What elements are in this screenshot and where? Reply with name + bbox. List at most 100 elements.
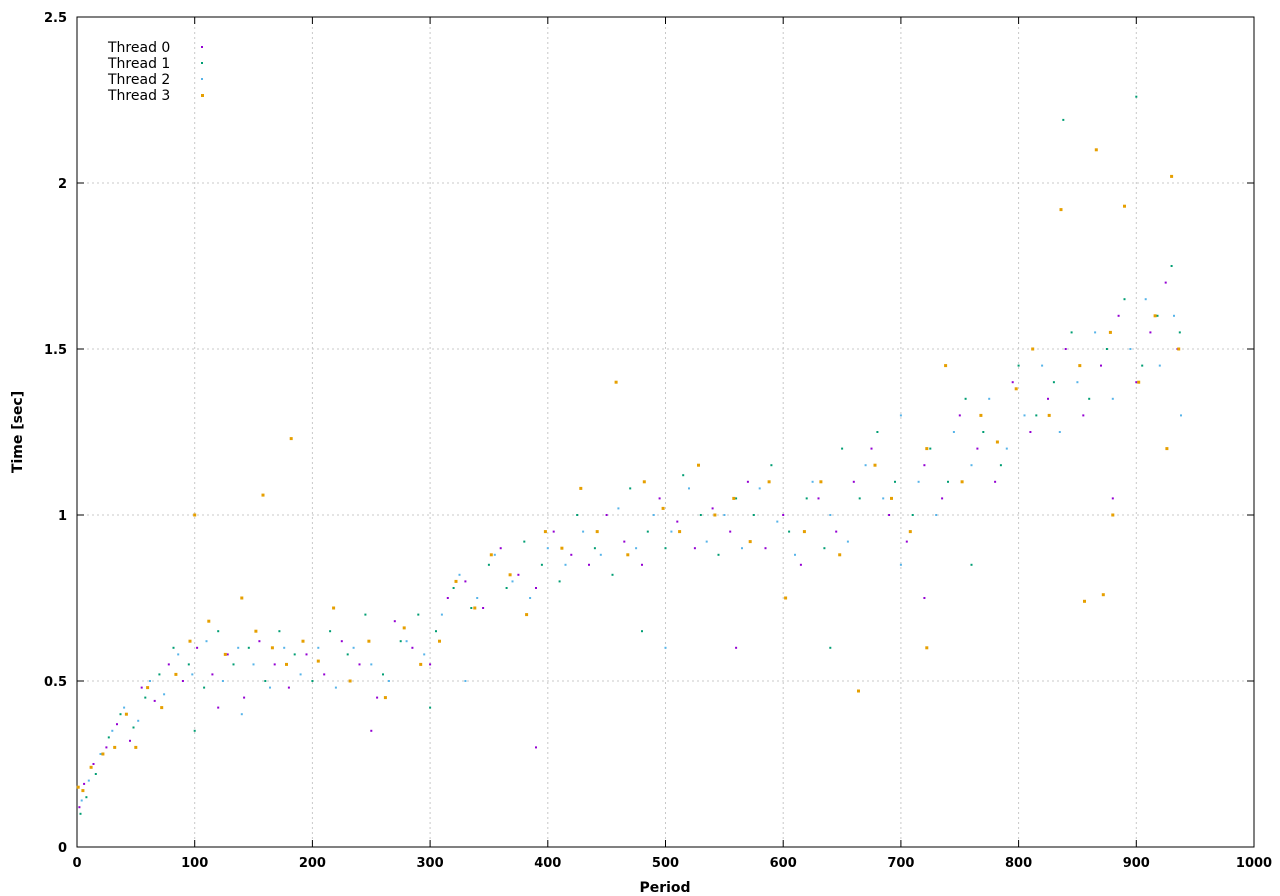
data-point [523, 540, 526, 543]
data-point [1170, 174, 1174, 178]
data-point [167, 663, 170, 666]
data-point [283, 646, 286, 649]
data-point [652, 514, 655, 516]
data-point [543, 530, 547, 534]
data-point [113, 745, 117, 749]
data-point [158, 673, 161, 676]
data-point [367, 639, 371, 643]
data-point [489, 553, 493, 557]
data-point [470, 607, 473, 609]
data-point [317, 646, 320, 649]
data-point [329, 630, 332, 633]
data-point [976, 447, 979, 450]
data-point [511, 580, 514, 583]
x-tick-label: 100 [181, 856, 208, 871]
data-point [203, 686, 206, 689]
data-point [247, 646, 250, 649]
data-point [273, 663, 276, 666]
data-point [611, 573, 614, 576]
data-point [1023, 414, 1026, 417]
data-point [582, 530, 585, 533]
data-point [207, 619, 211, 623]
data-point [78, 806, 81, 809]
data-point [899, 563, 902, 566]
data-point [237, 646, 240, 649]
data-point [1117, 314, 1120, 317]
data-point [305, 653, 308, 656]
data-point [857, 689, 860, 693]
data-point [1165, 447, 1169, 451]
data-point [729, 530, 732, 533]
data-point [819, 480, 823, 484]
x-tick-label: 500 [652, 856, 679, 871]
data-point [1123, 204, 1126, 208]
data-point [393, 620, 396, 623]
data-point [535, 746, 537, 749]
legend-label: Thread 0 [107, 40, 170, 56]
data-point [270, 646, 274, 650]
data-point [664, 547, 667, 550]
data-point [1094, 331, 1097, 334]
y-tick-label: 0 [58, 841, 67, 856]
data-point [758, 487, 761, 490]
data-point [1105, 348, 1108, 350]
x-tick-label: 200 [299, 856, 326, 871]
data-point [358, 663, 361, 666]
data-point [352, 646, 355, 649]
data-point [269, 686, 271, 689]
data-point [429, 663, 432, 666]
data-point [960, 480, 964, 484]
series-2-points [80, 298, 1182, 802]
x-tick-label: 800 [1005, 856, 1032, 871]
data-point [278, 630, 281, 633]
data-point [735, 646, 738, 649]
data-point [1005, 447, 1008, 450]
data-point [1170, 265, 1173, 267]
data-point [925, 447, 929, 451]
data-point [105, 746, 108, 749]
data-point [876, 431, 879, 433]
data-point [217, 706, 220, 709]
data-point [1180, 414, 1182, 417]
data-point [1052, 381, 1055, 384]
legend-label: Thread 1 [107, 56, 170, 72]
axis-ticks [76, 16, 1255, 848]
data-point [258, 640, 261, 643]
data-point [882, 497, 885, 500]
data-point [399, 640, 402, 643]
data-point [635, 547, 638, 550]
data-point [846, 540, 849, 543]
legend-label: Thread 2 [107, 72, 170, 88]
data-point [149, 680, 151, 682]
data-point [1178, 331, 1181, 334]
data-point [163, 693, 166, 696]
data-point [752, 514, 755, 516]
data-point [713, 513, 717, 517]
data-point [529, 597, 532, 599]
data-point [905, 540, 908, 543]
data-point [1129, 348, 1132, 350]
data-point [908, 530, 912, 534]
data-point [254, 629, 258, 633]
data-point [693, 547, 696, 550]
data-point [970, 464, 973, 467]
data-point [261, 493, 265, 497]
data-point [835, 530, 838, 533]
data-point [221, 680, 224, 682]
data-point [76, 785, 80, 789]
data-point [316, 659, 320, 663]
data-point [782, 514, 785, 516]
data-point [799, 563, 802, 566]
x-tick-label: 600 [770, 856, 797, 871]
data-point [723, 514, 726, 516]
data-point [193, 513, 197, 517]
data-point [89, 765, 93, 769]
data-point [458, 573, 461, 576]
data-point [1141, 364, 1144, 367]
data-point [623, 540, 626, 543]
data-point [1070, 331, 1073, 334]
data-point [499, 547, 502, 550]
data-point [925, 646, 929, 650]
